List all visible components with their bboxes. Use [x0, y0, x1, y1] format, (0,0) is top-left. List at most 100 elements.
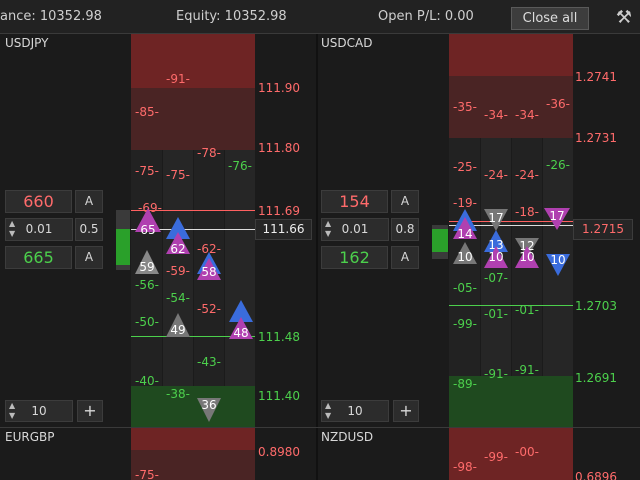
price-level: -91- [515, 363, 539, 377]
price-level: -00- [515, 445, 539, 459]
equity-text: Equity: 10352.98 [176, 9, 287, 24]
price-level: -07- [484, 271, 508, 285]
ask-price-button[interactable]: 162 [321, 246, 388, 269]
buy-auto-button[interactable]: A [75, 246, 103, 269]
price-scale-label: 111.69 [258, 204, 300, 218]
bid-price-button[interactable]: 154 [321, 190, 388, 213]
stepper-arrows-icon[interactable]: ▲ ▼ [325, 219, 332, 238]
order-marker[interactable]: 14 [457, 227, 473, 241]
price-level: -91- [166, 72, 190, 86]
price-level: -35- [453, 100, 477, 114]
order-marker[interactable]: 10 [457, 250, 473, 264]
close-all-button[interactable]: Close all [511, 7, 589, 30]
price-scale-label: 0.8980 [258, 445, 300, 459]
price-level: -34- [515, 108, 539, 122]
price-level: -24- [515, 168, 539, 182]
order-marker[interactable]: 65 [140, 223, 156, 237]
price-level: -85- [135, 105, 159, 119]
order-marker[interactable]: 10 [519, 250, 535, 264]
price-level: -91- [484, 367, 508, 381]
usdjpy-panel: USDJPY -91- -85- -78- -75- -75- -76- -69… [0, 34, 316, 427]
price-scale-label: 111.48 [258, 330, 300, 344]
quantity-stepper[interactable]: ▲ ▼ 10 [5, 400, 73, 422]
price-scale-label: 1.2741 [575, 70, 617, 84]
sell-auto-button[interactable]: A [75, 190, 103, 213]
price-scale-label: 1.2703 [575, 299, 617, 313]
spread-value: 0.8 [391, 218, 419, 241]
open-pl-text: Open P/L: 0.00 [378, 9, 474, 24]
eurgbp-panel: EURGBP -75- 0.8980 [0, 428, 316, 480]
stepper-arrows-icon[interactable]: ▲ ▼ [9, 219, 16, 238]
lot-size-value: 0.01 [341, 222, 369, 236]
price-level: -18- [515, 205, 539, 219]
current-price-label: 111.66 [255, 219, 312, 240]
price-level: -26- [546, 158, 570, 172]
price-level: -89- [453, 377, 477, 391]
stepper-arrows-icon[interactable]: ▲ ▼ [325, 401, 332, 420]
tools-icon[interactable]: ⚒ [615, 7, 633, 28]
price-level: -75- [135, 164, 159, 178]
price-level: -56- [135, 278, 159, 292]
price-level: -24- [484, 168, 508, 182]
order-marker[interactable]: 10 [550, 253, 566, 267]
price-level: -01- [515, 303, 539, 317]
price-level: -43- [197, 355, 221, 369]
stepper-arrows-icon[interactable]: ▲ ▼ [9, 401, 16, 420]
order-marker[interactable]: 49 [170, 323, 186, 337]
lot-size-stepper[interactable]: ▲ ▼ 0.01 [5, 218, 73, 241]
price-level: -78- [197, 146, 221, 160]
sell-auto-button[interactable]: A [391, 190, 419, 213]
price-level: -01- [484, 307, 508, 321]
price-level: -54- [166, 291, 190, 305]
price-scale-label: 0.6896 [575, 470, 617, 480]
price-level: -50- [135, 315, 159, 329]
price-scale-label: 111.90 [258, 81, 300, 95]
price-level: -25- [453, 160, 477, 174]
order-marker[interactable]: 36 [201, 398, 217, 412]
order-marker[interactable]: 10 [488, 250, 504, 264]
order-marker[interactable]: 58 [201, 265, 217, 279]
symbol-label: USDJPY [5, 36, 49, 50]
usdcad-panel: USDCAD -35- -34- -34- -36- -25- -24- -24… [318, 34, 640, 427]
price-level: -19- [453, 196, 477, 210]
buy-auto-button[interactable]: A [391, 246, 419, 269]
symbol-label: EURGBP [5, 430, 55, 444]
price-level: -05- [453, 281, 477, 295]
lot-size-value: 0.01 [25, 222, 53, 236]
order-marker[interactable]: 17 [488, 211, 504, 225]
price-scale-label: 1.2731 [575, 131, 617, 145]
price-level: -75- [166, 168, 190, 182]
order-marker[interactable]: 62 [170, 242, 186, 256]
order-marker[interactable]: 59 [139, 260, 155, 274]
spread-value: 0.5 [75, 218, 103, 241]
lot-size-stepper[interactable]: ▲ ▼ 0.01 [321, 218, 389, 241]
price-scale-label: 111.40 [258, 389, 300, 403]
quantity-value: 10 [31, 404, 47, 418]
price-level: -75- [135, 468, 159, 480]
add-quantity-button[interactable]: + [393, 400, 419, 422]
price-level: -36- [546, 97, 570, 111]
price-level: -52- [197, 302, 221, 316]
bid-price-button[interactable]: 660 [5, 190, 72, 213]
price-level: -76- [228, 159, 252, 173]
nzdusd-panel: NZDUSD -98- -99- -00- 0.6896 [318, 428, 640, 480]
price-level: -38- [166, 387, 190, 401]
price-level: -98- [453, 460, 477, 474]
price-level: -34- [484, 108, 508, 122]
price-level: -99- [453, 317, 477, 331]
symbol-label: USDCAD [321, 36, 373, 50]
ask-price-button[interactable]: 665 [5, 246, 72, 269]
account-toolbar: ance: 10352.98 Equity: 10352.98 Open P/L… [0, 0, 640, 34]
price-level: -99- [484, 450, 508, 464]
quantity-stepper[interactable]: ▲ ▼ 10 [321, 400, 389, 422]
order-marker[interactable]: 17 [549, 209, 565, 223]
price-level: -59- [166, 264, 190, 278]
order-marker[interactable]: 48 [233, 326, 249, 340]
add-quantity-button[interactable]: + [77, 400, 103, 422]
current-price-label: 1.2715 [573, 219, 633, 240]
price-scale-label: 111.80 [258, 141, 300, 155]
price-scale-label: 1.2691 [575, 371, 617, 385]
balance-text: ance: 10352.98 [0, 9, 102, 24]
price-level: -40- [135, 374, 159, 388]
symbol-label: NZDUSD [321, 430, 374, 444]
